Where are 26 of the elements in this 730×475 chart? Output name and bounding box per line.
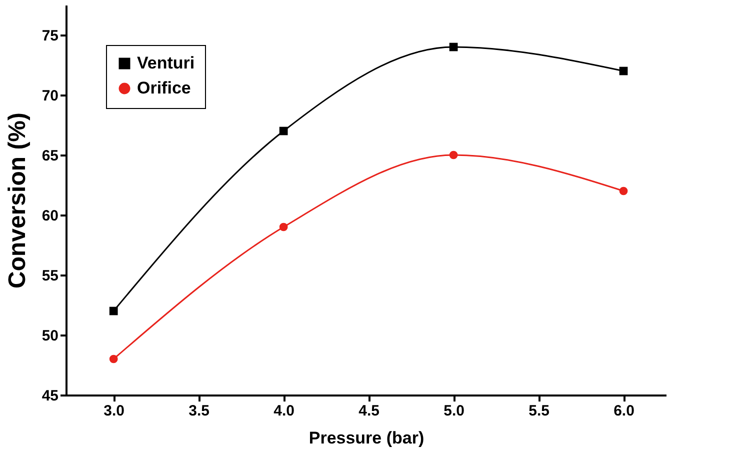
point <box>109 306 118 316</box>
y-tick-label: 45 <box>42 388 58 404</box>
x-tick-label: 4.0 <box>274 402 294 420</box>
legend-label: Venturi <box>137 54 195 72</box>
point <box>449 42 458 52</box>
y-tick-label: 55 <box>42 268 58 284</box>
x-tick-label: 3.0 <box>104 402 125 420</box>
legend-label: Orifice <box>137 78 191 98</box>
y-tick-label: 65 <box>42 148 58 164</box>
x-tick-label: 3.5 <box>188 402 210 420</box>
point <box>109 354 118 364</box>
point <box>449 150 458 160</box>
x-axis-title: Pressure (bar) <box>308 428 424 448</box>
y-tick-label: 75 <box>42 28 58 44</box>
x-tick-label: 6.0 <box>614 402 634 420</box>
y-axis-title: Conversion (%) <box>4 112 31 289</box>
y-tick-label: 60 <box>42 208 58 224</box>
point <box>619 186 628 196</box>
y-tick-label: 50 <box>42 328 58 344</box>
point <box>279 222 288 232</box>
point <box>619 66 628 76</box>
x-tick-label: 5.5 <box>528 402 550 420</box>
point <box>279 126 288 136</box>
y-tick-label: 70 <box>42 88 58 104</box>
x-tick-label: 4.5 <box>358 402 380 420</box>
x-tick-label: 5.0 <box>444 402 464 420</box>
